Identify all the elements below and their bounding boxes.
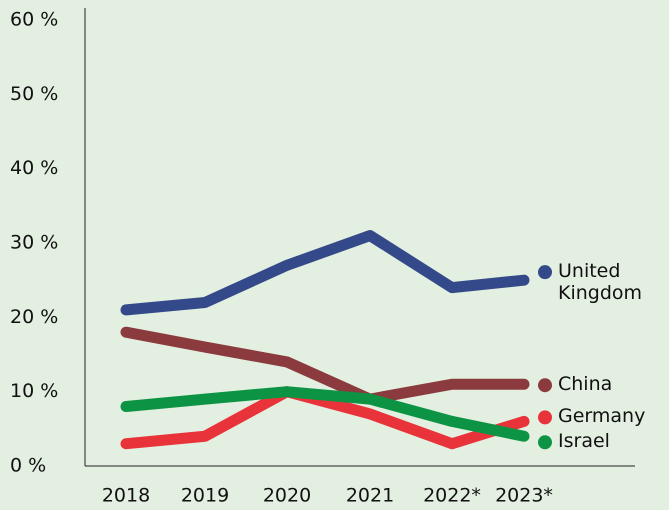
y-tick-label: 50 % bbox=[10, 83, 58, 105]
legend-label: Israel bbox=[558, 430, 610, 453]
x-tick-label: 2020 bbox=[263, 485, 311, 507]
legend-dot bbox=[538, 435, 552, 450]
x-tick-label: 2022* bbox=[423, 485, 481, 507]
y-tick-label: 20 % bbox=[10, 306, 58, 328]
y-tick-label: 10 % bbox=[10, 380, 58, 402]
series-line bbox=[120, 230, 530, 316]
x-tick-label: 2021 bbox=[346, 485, 394, 507]
legend-dot bbox=[538, 378, 552, 393]
x-tick-label: 2023* bbox=[495, 485, 553, 507]
legend-label: China bbox=[558, 373, 613, 396]
y-tick-label: 40 % bbox=[10, 157, 58, 179]
y-tick-label: 30 % bbox=[10, 232, 58, 254]
legend-label: Germany bbox=[558, 405, 646, 428]
legend-label: United Kingdom bbox=[558, 260, 643, 305]
y-tick-label: 60 % bbox=[10, 9, 58, 31]
legend-dot bbox=[538, 410, 552, 425]
x-tick-label: 2019 bbox=[181, 485, 229, 507]
y-tick-label: 0 % bbox=[10, 455, 46, 477]
series-line bbox=[120, 386, 530, 450]
legend-dot bbox=[538, 265, 552, 280]
series-line bbox=[120, 326, 530, 405]
series-line bbox=[120, 386, 530, 442]
x-tick-label: 2018 bbox=[102, 485, 150, 507]
